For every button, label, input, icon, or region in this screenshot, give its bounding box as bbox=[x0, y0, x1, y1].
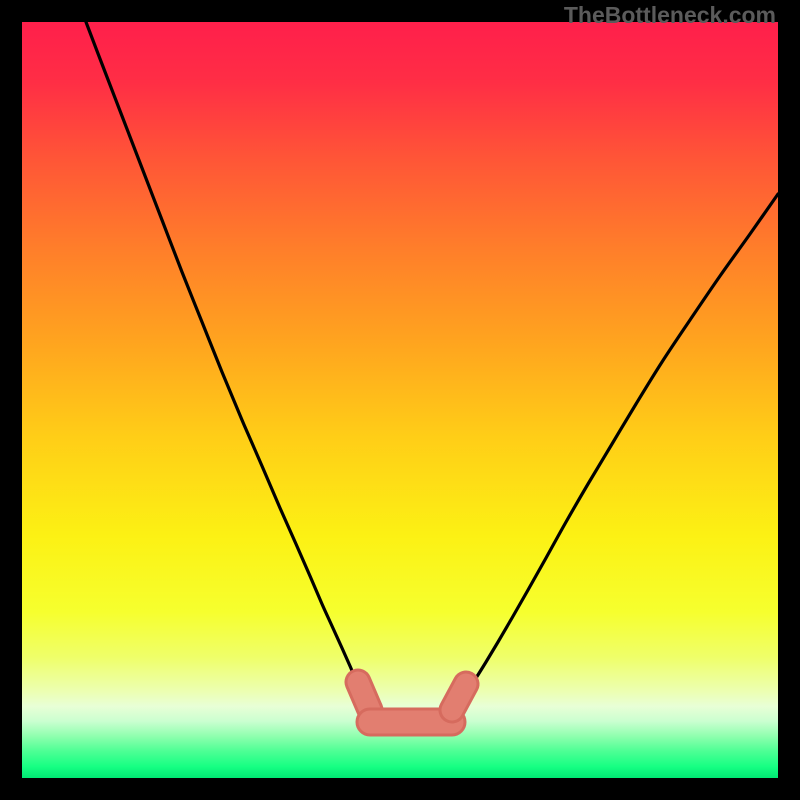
plot-area bbox=[22, 22, 778, 778]
watermark-text: TheBottleneck.com bbox=[564, 2, 776, 29]
left-curve bbox=[86, 22, 365, 698]
curve-layer bbox=[22, 22, 778, 778]
valley-marker bbox=[342, 666, 482, 735]
right-curve bbox=[462, 194, 778, 698]
outer-frame: TheBottleneck.com bbox=[0, 0, 800, 800]
